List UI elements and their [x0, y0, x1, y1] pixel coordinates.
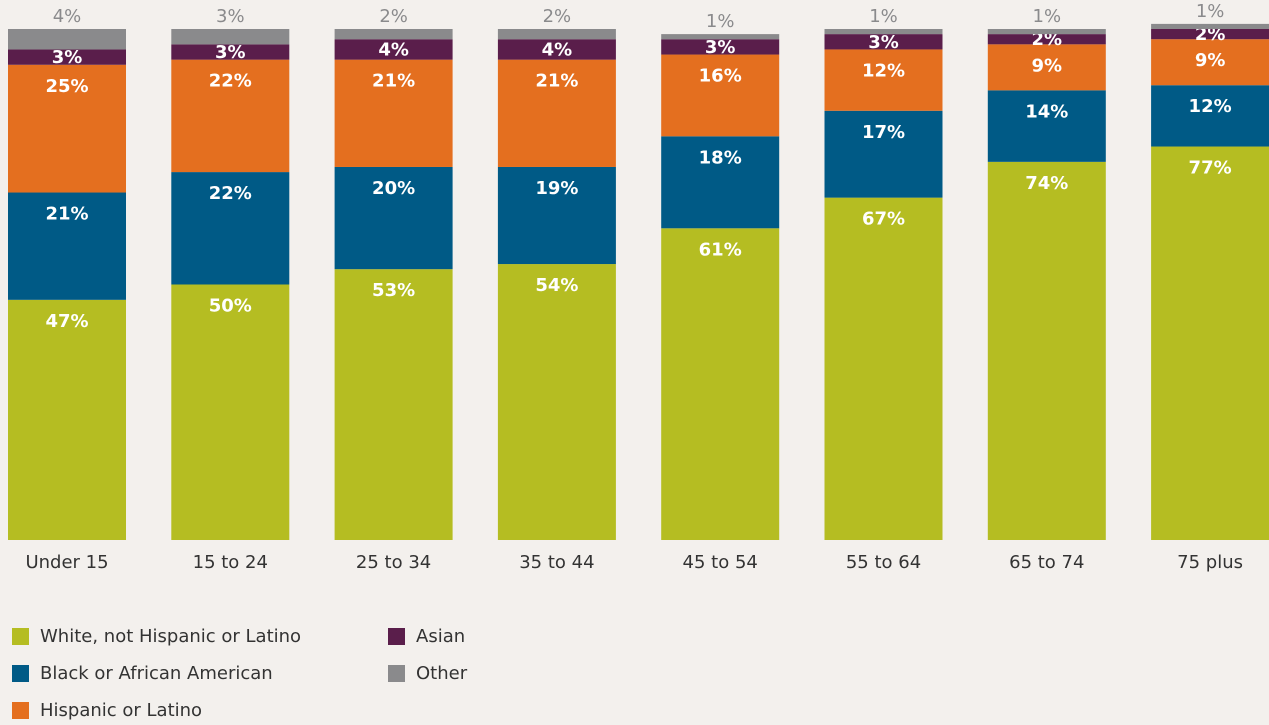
bar-segment	[8, 49, 126, 65]
bar-segment	[8, 29, 126, 50]
bar-segment	[824, 49, 943, 111]
bar-segment	[661, 136, 780, 229]
bar-segment	[171, 44, 290, 60]
data-label: 1%	[1033, 6, 1062, 27]
data-label: 17%	[862, 122, 905, 143]
data-label: 20%	[372, 178, 415, 199]
bar-segment	[987, 34, 1106, 45]
bar-segment	[171, 59, 290, 173]
bar-segment	[334, 29, 453, 40]
bar-segment	[497, 59, 616, 167]
legend-label: Black or African American	[40, 663, 273, 684]
bar-segment	[171, 284, 290, 540]
data-label: 22%	[209, 183, 252, 204]
legend-label: White, not Hispanic or Latino	[40, 626, 301, 647]
data-label: 3%	[705, 37, 736, 58]
bar-segment	[661, 228, 780, 541]
data-label: 1%	[1196, 1, 1225, 22]
legend-label: Hispanic or Latino	[40, 700, 202, 721]
legend-swatch	[12, 628, 29, 645]
data-label: 18%	[699, 147, 742, 168]
data-label: 1%	[706, 11, 735, 32]
data-label: 50%	[209, 296, 252, 317]
data-label: 16%	[699, 66, 742, 87]
x-tick-label: 75 plus	[1177, 552, 1243, 573]
data-label: 54%	[535, 275, 578, 296]
bar-segment	[1151, 29, 1269, 40]
x-tick-label: 45 to 54	[683, 552, 758, 573]
data-label: 25%	[45, 76, 88, 97]
bar-segment	[824, 34, 943, 50]
data-label: 22%	[209, 71, 252, 92]
data-label: 2%	[1195, 24, 1226, 45]
data-label: 12%	[1189, 96, 1232, 117]
data-label: 4%	[53, 6, 82, 27]
bar-segment	[1151, 39, 1269, 86]
data-label: 3%	[52, 47, 83, 68]
data-label: 1%	[869, 6, 898, 27]
bar-segment	[824, 197, 943, 540]
bar-segment	[497, 39, 616, 60]
x-tick-label: 55 to 64	[846, 552, 921, 573]
data-label: 2%	[379, 6, 408, 27]
data-label: 9%	[1032, 55, 1063, 76]
bar-segment	[497, 29, 616, 40]
bar-segment	[661, 54, 780, 137]
bar-segment	[171, 29, 290, 45]
data-label: 19%	[535, 178, 578, 199]
data-label: 21%	[45, 204, 88, 225]
x-tick-label: 65 to 74	[1009, 552, 1084, 573]
bar-segment	[987, 29, 1106, 35]
data-label: 67%	[862, 209, 905, 230]
data-label: 9%	[1195, 50, 1226, 71]
bar-segment	[824, 110, 943, 198]
data-label: 3%	[216, 6, 245, 27]
x-tick-label: 35 to 44	[519, 552, 594, 573]
bar-segment	[334, 59, 453, 167]
x-tick-label: Under 15	[25, 552, 108, 573]
bar-segment	[8, 64, 126, 193]
x-tick-label: 15 to 24	[193, 552, 268, 573]
data-label: 77%	[1189, 158, 1232, 179]
data-label: 3%	[215, 42, 246, 63]
bar-segment	[334, 166, 453, 270]
legend-swatch	[388, 665, 405, 682]
bar-segment	[1151, 23, 1269, 29]
bar-segment	[497, 166, 616, 265]
legend-label: Other	[416, 663, 468, 684]
bar-segment	[987, 44, 1106, 91]
data-label: 4%	[542, 39, 573, 60]
x-tick-label: 25 to 34	[356, 552, 431, 573]
data-label: 47%	[45, 311, 88, 332]
data-label: 3%	[868, 32, 899, 53]
data-label: 2%	[1032, 29, 1063, 50]
data-label: 2%	[543, 6, 572, 27]
bar-segment	[497, 264, 616, 540]
data-label: 74%	[1025, 173, 1068, 194]
bar-segment	[334, 269, 453, 540]
data-label: 21%	[372, 71, 415, 92]
bar-segment	[171, 172, 290, 285]
data-label: 12%	[862, 60, 905, 81]
bar-segment	[8, 192, 126, 300]
bar-segment	[824, 29, 943, 35]
data-label: 4%	[378, 39, 409, 60]
legend-swatch	[388, 628, 405, 645]
bar-segment	[987, 90, 1106, 162]
bar-segment	[987, 161, 1106, 541]
bar-segment	[8, 299, 126, 540]
data-label: 21%	[535, 71, 578, 92]
bar-segment	[1151, 85, 1269, 147]
bar-segment	[661, 39, 780, 55]
legend-label: Asian	[416, 626, 465, 647]
legend-swatch	[12, 702, 29, 719]
legend-swatch	[12, 665, 29, 682]
data-label: 14%	[1025, 101, 1068, 122]
bar-segment	[661, 34, 780, 40]
data-label: 53%	[372, 280, 415, 301]
bar-segment	[334, 39, 453, 60]
data-label: 61%	[699, 239, 742, 260]
bar-segment	[1151, 146, 1269, 540]
